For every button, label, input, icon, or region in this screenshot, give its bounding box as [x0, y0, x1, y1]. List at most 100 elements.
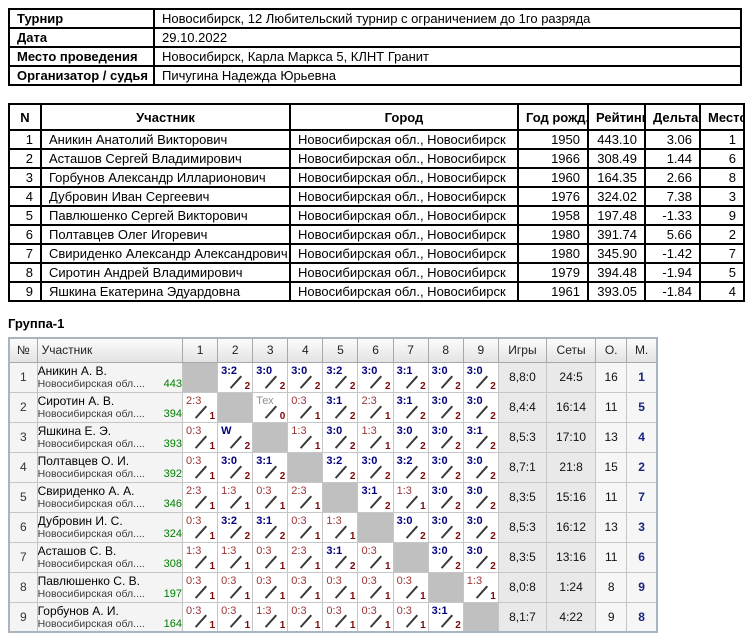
score-slash-divider: [229, 465, 242, 478]
score-cell: 0:3 1: [287, 391, 324, 423]
score-cell: 0:3 1: [392, 601, 429, 633]
score-slash-divider: [370, 495, 383, 508]
self-match-cell: [357, 511, 394, 543]
score-cell: 3:0 2: [392, 421, 429, 453]
score-cell: 0:3 1: [217, 601, 254, 633]
match-points: 1: [244, 560, 251, 572]
match-score: 1:3: [291, 424, 307, 437]
score-slash-divider: [370, 435, 383, 448]
match-score: 3:2: [221, 364, 238, 377]
group-col-games: Игры: [497, 337, 548, 363]
match-points: 2: [455, 530, 461, 542]
match-points: 2: [279, 470, 286, 482]
score-cell: 3:2 2: [217, 511, 254, 543]
match-points: 1: [244, 590, 251, 602]
match-score: 3:0: [431, 424, 448, 437]
score-cell: 0:3 1: [322, 571, 359, 603]
participant-birth-year: 1961: [517, 281, 589, 302]
match-score: 0:3: [396, 574, 412, 587]
participant-birth-year: 1980: [517, 243, 589, 264]
match-score: 3:1: [361, 484, 378, 497]
score-cell: 3:0 2: [427, 541, 464, 573]
participant-city: Новосибирская обл., Новосибирск: [289, 262, 519, 283]
points-total-cell: 8: [595, 571, 628, 603]
match-score: 3:2: [326, 364, 343, 377]
points-total-cell: 9: [595, 601, 628, 633]
score-slash-divider: [440, 525, 453, 538]
group-row-number: 2: [8, 391, 38, 423]
group-row-number: 3: [8, 421, 38, 453]
group-participant-region: Новосибирская обл....: [37, 468, 145, 480]
score-slash-divider: [405, 375, 418, 388]
group-row: 6 Дубровин И. С. Новосибирская обл.... 324 0…: [8, 511, 658, 543]
score-slash-divider: [194, 495, 207, 508]
score-cell: 3:2 2: [392, 451, 429, 483]
points-total-cell: 13: [595, 511, 628, 543]
match-score: 1:3: [361, 424, 377, 437]
match-points: 2: [244, 470, 251, 482]
score-slash-divider: [405, 405, 418, 418]
participant-delta: -1.42: [644, 243, 701, 264]
table-row: 4 Дубровин Иван Сергеевич Новосибирская об…: [8, 186, 745, 207]
group-col-opponent-7: 7: [392, 337, 429, 363]
final-place-cell: 6: [626, 541, 658, 573]
match-points: 2: [455, 470, 461, 482]
score-cell: 3:0 2: [462, 361, 499, 393]
match-points: 1: [209, 410, 216, 422]
score-cell: 3:2 2: [322, 361, 359, 393]
match-points: 1: [314, 590, 321, 602]
self-match-cell: [322, 481, 359, 513]
group-col-opponent-1: 1: [182, 337, 219, 363]
score-slash-divider: [475, 555, 488, 568]
group-col-num: №: [8, 337, 38, 363]
sets-total-cell: 21:8: [545, 451, 597, 483]
match-points: 2: [490, 470, 496, 482]
score-slash-divider: [300, 495, 312, 508]
match-points: 1: [385, 560, 391, 572]
info-label: Турнир: [8, 8, 155, 29]
match-points: 2: [490, 530, 496, 542]
match-points: 2: [455, 440, 461, 452]
group-participant-region: Новосибирская обл....: [37, 438, 145, 450]
group-participant-name: Горбунов А. И.: [37, 603, 119, 618]
score-cell: 3:2 2: [322, 451, 359, 483]
participants-col-header-0: N: [8, 103, 42, 131]
group-col-opponent-3: 3: [252, 337, 289, 363]
match-points: 1: [490, 590, 496, 602]
match-score: 0:3: [221, 604, 237, 617]
score-slash-divider: [475, 465, 488, 478]
group-participant-region: Новосибирская обл....: [37, 378, 145, 390]
score-slash-divider: [300, 585, 312, 598]
score-slash-divider: [405, 435, 418, 448]
group-row: 7 Асташов С. В. Новосибирская обл.... 308 1:…: [8, 541, 658, 573]
match-points: 1: [349, 620, 356, 631]
match-points: 1: [420, 500, 426, 512]
score-slash-divider: [229, 585, 242, 598]
score-cell: 3:0 2: [462, 451, 499, 483]
points-total-cell: 15: [595, 451, 628, 483]
score-cell: 3:0 2: [392, 511, 429, 543]
score-slash-divider: [440, 405, 453, 418]
match-points: 1: [209, 560, 216, 572]
group-row: 2 Сиротин А. В. Новосибирская обл.... 394 2:…: [8, 391, 658, 423]
group-col-points: О.: [595, 337, 628, 363]
match-points: 2: [455, 560, 461, 572]
score-cell: 1:3 1: [392, 481, 429, 513]
group-participant-cell: Сиротин А. В. Новосибирская обл.... 394: [36, 391, 184, 423]
score-slash-divider: [440, 375, 453, 388]
participant-name: Полтавцев Олег Игоревич: [40, 224, 291, 245]
match-score: 3:0: [466, 454, 483, 467]
participant-birth-year: 1980: [517, 224, 589, 245]
match-score: 0:3: [291, 574, 307, 587]
group-participant-name: Свириденко А. А.: [37, 484, 135, 498]
match-score: 3:0: [466, 364, 483, 377]
score-slash-divider: [440, 435, 453, 448]
score-cell: 3:0 2: [462, 541, 499, 573]
group-col-sets: Сеты: [545, 337, 597, 363]
match-score: 0:3: [291, 604, 307, 617]
participant-number: 9: [8, 281, 42, 302]
match-points: 1: [209, 620, 216, 631]
participant-birth-year: 1966: [517, 148, 589, 169]
games-total-cell: 8,1:7: [497, 601, 548, 633]
score-cell: 2:3 1: [287, 541, 324, 573]
